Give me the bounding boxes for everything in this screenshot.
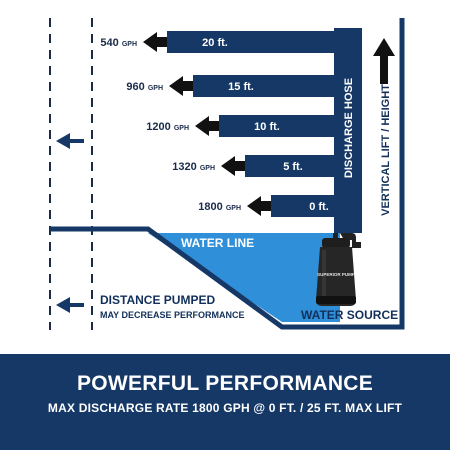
pump-brand-label: SUPERIOR PUMP	[317, 272, 355, 277]
lift-height-label: 20 ft.	[202, 37, 228, 49]
distance-arrow-lower-icon	[56, 297, 84, 313]
gph-value-label: 540 GPH	[100, 37, 137, 49]
discharge-bar-2	[219, 115, 334, 137]
discharge-hose-label: DISCHARGE HOSE	[343, 78, 355, 178]
gph-value-label: 1320 GPH	[172, 161, 215, 173]
lift-height-label: 15 ft.	[228, 81, 254, 93]
gph-value-label: 1200 GPH	[146, 121, 189, 133]
flow-arrow-icon	[195, 116, 219, 136]
lift-height-label: 10 ft.	[254, 121, 280, 133]
distance-arrow-upper-icon	[56, 133, 84, 149]
discharge-bar-1	[193, 75, 334, 97]
lift-height-label: 0 ft.	[309, 201, 329, 213]
gph-value-label: 1800 GPH	[198, 201, 241, 213]
water-line-label: WATER LINE	[181, 236, 254, 250]
discharge-bar-3	[245, 155, 334, 177]
tank-outline	[50, 18, 405, 330]
water-body	[148, 233, 340, 322]
footer-title: POWERFUL PERFORMANCE	[76, 372, 374, 395]
footer-subtitle: MAX DISCHARGE RATE 1800 GPH @ 0 FT. / 25…	[47, 401, 403, 415]
vertical-lift-arrow-icon	[373, 38, 395, 84]
water-source-label: WATER SOURCE	[301, 308, 398, 322]
submersible-pump-icon: SUPERIOR PUMP	[316, 233, 361, 306]
lift-height-label: 5 ft.	[283, 161, 303, 173]
gph-value-label: 960 GPH	[126, 81, 163, 93]
flow-arrow-icon	[221, 156, 245, 176]
distance-pumped-label: DISTANCE PUMPED	[100, 293, 215, 307]
footer-banner: POWERFUL PERFORMANCE MAX DISCHARGE RATE …	[0, 354, 450, 450]
discharge-bar-0	[167, 31, 362, 53]
flow-arrow-icon	[169, 76, 193, 96]
flow-arrow-icon	[247, 196, 271, 216]
flow-arrow-icon	[143, 32, 167, 52]
distance-pumped-sublabel: MAY DECREASE PERFORMANCE	[100, 310, 245, 320]
discharge-bar-4	[271, 195, 334, 217]
vertical-lift-label: VERTICAL LIFT / HEIGHT	[380, 84, 392, 216]
discharge-rows: 20 ft. 540 GPH 15 ft. 960 GPH 10 ft. 1200 GPH…	[100, 31, 362, 217]
discharge-hose-vertical	[334, 28, 362, 233]
